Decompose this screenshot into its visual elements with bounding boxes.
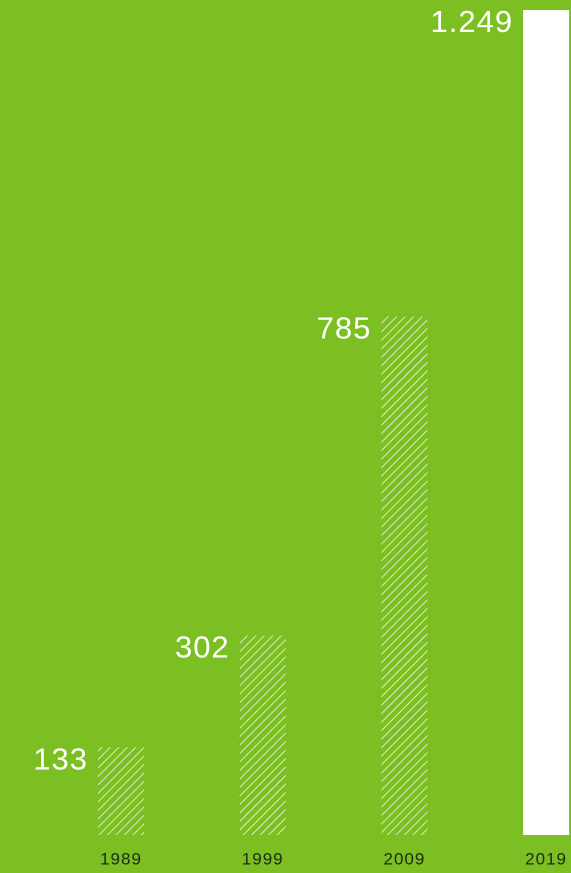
bar <box>381 316 428 835</box>
bar <box>239 635 286 835</box>
bar <box>98 747 144 835</box>
bar <box>523 10 570 835</box>
x-tick-label: 1989 <box>100 849 142 868</box>
value-label: 785 <box>317 311 372 346</box>
x-tick-label: 1999 <box>242 849 284 868</box>
value-label: 1.249 <box>431 4 514 39</box>
x-tick-label: 2009 <box>383 849 425 868</box>
value-label: 302 <box>175 630 230 665</box>
x-tick-label: 2019 <box>525 849 567 868</box>
value-label: 133 <box>33 741 88 776</box>
